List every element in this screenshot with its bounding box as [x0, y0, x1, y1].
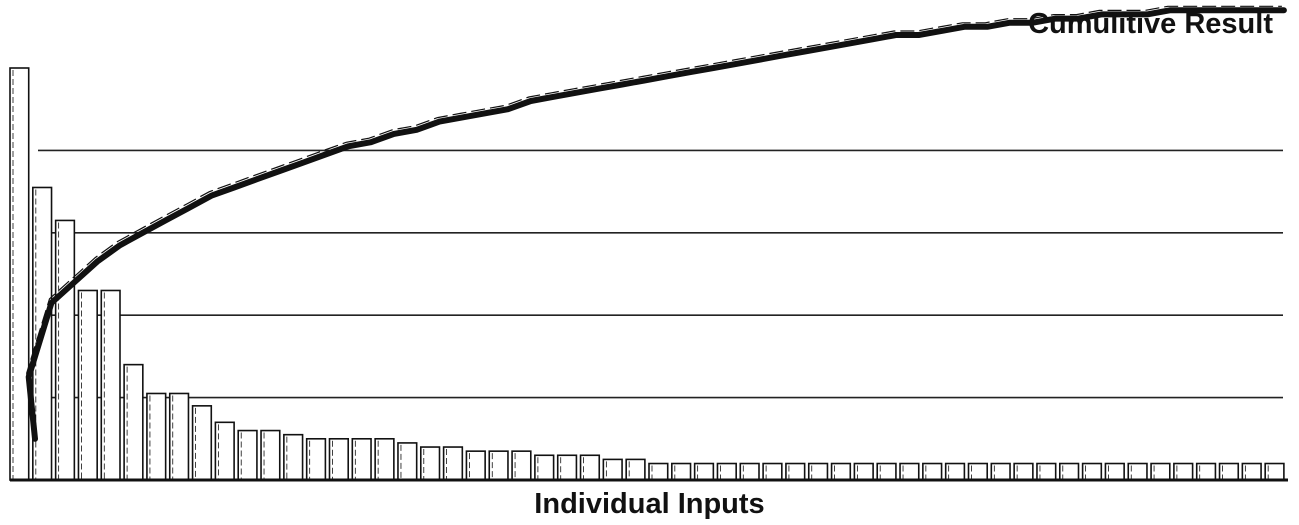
cumulative-point: [164, 218, 168, 222]
cumulative-point: [1168, 8, 1172, 12]
cumulative-point: [1259, 8, 1263, 12]
cumulative-point: [1077, 17, 1080, 21]
cumulative-point: [95, 260, 99, 264]
cumulative-point: [826, 45, 829, 49]
cumulative-point: [1054, 17, 1058, 21]
cumulative-point: [1213, 8, 1217, 12]
cumulative-line-scribble: [26, 5, 1282, 435]
cumulative-point: [574, 91, 578, 95]
cumulative-point: [689, 70, 692, 74]
cumulative-point: [278, 169, 282, 173]
cumulative-point: [894, 33, 898, 37]
cumulative-point: [597, 87, 601, 91]
cumulative-point: [50, 301, 53, 305]
cumulative-point: [620, 83, 624, 86]
cumulative-point: [255, 177, 259, 181]
cumulative-point: [438, 120, 441, 124]
cumulative-point: [1099, 12, 1103, 16]
cumulative-point: [848, 41, 852, 45]
cumulative-point: [72, 280, 76, 284]
cumulative-point: [871, 37, 875, 41]
cumulative-point: [1031, 21, 1035, 25]
cumulative-point: [392, 132, 396, 136]
cumulative-point: [415, 128, 419, 132]
cumulative-point: [506, 107, 510, 111]
cumulative-point: [1191, 8, 1195, 12]
cumulative-point: [483, 111, 487, 115]
cumulative-point: [711, 66, 715, 70]
cumulative-point: [1122, 12, 1126, 16]
cumulative-point: [1145, 12, 1149, 16]
cumulative-point: [27, 375, 31, 379]
cumulative-point: [780, 54, 784, 58]
cumulative-point: [757, 58, 761, 62]
cumulative-point: [209, 194, 213, 198]
cumulative-point: [232, 186, 236, 189]
cumulative-point: [301, 161, 305, 165]
gridlines: [38, 149, 1283, 399]
cumulative-point: [529, 99, 533, 103]
cumulative-point: [734, 62, 738, 66]
line-series-label: Cumulitive Result: [1028, 8, 1273, 40]
cumulative-point: [803, 50, 807, 53]
cumulative-point: [985, 25, 989, 29]
cumulative-point: [187, 206, 190, 210]
cumulative-line: [25, 5, 1287, 442]
cumulative-point: [323, 153, 327, 156]
cumulative-point: [369, 140, 373, 144]
cumulative-point: [1282, 8, 1286, 12]
cumulative-point: [346, 144, 350, 148]
cumulative-point: [552, 95, 556, 99]
cumulative-point: [118, 243, 122, 247]
cumulative-line-path: [25, 7, 1287, 442]
x-axis-label: Individual Inputs: [534, 488, 765, 520]
cumulative-point: [141, 231, 145, 235]
cumulative-point: [1236, 8, 1240, 12]
cumulative-point: [1008, 21, 1012, 25]
cumulative-point: [666, 74, 670, 78]
cumulative-point: [917, 33, 921, 37]
cumulative-point: [962, 25, 966, 29]
cumulative-point: [460, 115, 464, 119]
cumulative-point: [643, 78, 647, 82]
cumulative-point: [940, 29, 944, 33]
bars: [9, 67, 1285, 481]
